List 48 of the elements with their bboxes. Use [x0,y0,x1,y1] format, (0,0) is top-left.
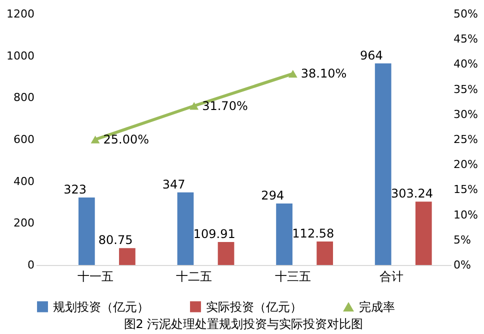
bar [316,241,334,265]
data-label: 112.58 [292,226,334,240]
y2-tick-label: 45% [454,32,478,46]
x-tick-label: 十二五 [176,270,212,284]
y2-tick-label: 5% [454,233,471,246]
y2-tick-label: 25% [454,133,478,146]
point [288,70,298,78]
point [190,102,199,110]
y-tick-label: 200 [14,216,34,230]
y2-tick-label: 0% [454,258,471,272]
legend-label: 规划投资（亿元） [53,300,149,314]
y2-tick-label: 10% [454,208,478,222]
y-tick-label: 0 [28,258,34,272]
y2-tick-label: 15% [454,183,478,196]
bar [276,204,292,265]
data-label: 323 [64,182,86,196]
bar [119,248,136,265]
data-label: 347 [162,177,186,192]
x-tick-label: 十三五 [274,270,311,284]
y2-tick-label: 50% [454,8,478,20]
y2-tick-label: 35% [454,82,478,96]
data-label: 964 [360,48,383,62]
data-label: 31.70% [202,98,248,113]
caption: 图2 污泥处理处置规划投资与实际投资对比图 [124,317,364,331]
x-tick-label: 十一五 [77,270,114,284]
legend-label: 完成率 [359,300,395,314]
data-label: 294 [261,188,284,203]
bar [374,63,392,265]
data-label: 38.10% [300,66,347,81]
y-tick-label: 600 [14,133,34,146]
y2-tick-label: 20% [454,158,478,172]
data-label: 303.24 [390,186,433,201]
y-tick-label: 400 [14,174,34,188]
bar [78,197,95,265]
y2-tick-label: 30% [454,108,478,121]
bar [177,192,194,265]
legend-label: 实际投资（亿元） [206,300,302,314]
data-label: 25.00% [103,132,150,146]
data-label: 109.91 [193,227,236,242]
y-tick-label: 1000 [6,49,34,62]
y-tick-label: 1200 [6,8,34,20]
y-tick-label: 800 [14,91,34,104]
bar [218,242,234,265]
point [90,136,100,144]
y2-tick-label: 40% [454,58,478,71]
x-tick-label: 合计 [380,270,404,284]
bar [415,202,432,265]
data-label: 80.75 [98,233,133,248]
